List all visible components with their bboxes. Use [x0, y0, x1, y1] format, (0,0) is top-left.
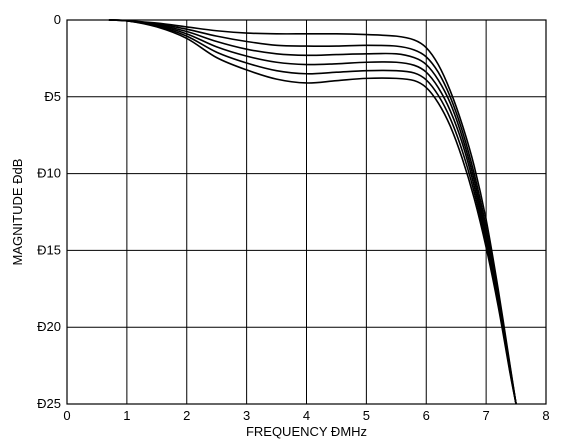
series-line-1 — [108, 19, 517, 405]
series-line-3 — [108, 19, 517, 405]
series-line-2 — [108, 19, 517, 405]
x-tick-label: 7 — [483, 408, 490, 423]
grid-lines — [66, 19, 547, 405]
x-tick-label: 8 — [542, 408, 549, 423]
series-line-6 — [108, 19, 517, 405]
y-tick-label: Ð5 — [44, 89, 61, 104]
x-tick-label: 2 — [183, 408, 190, 423]
y-tick-labels: 0 Ð5 Ð10 Ð15 Ð20 Ð25 — [37, 12, 61, 411]
series-line-4 — [108, 19, 517, 405]
x-tick-label: 3 — [243, 408, 250, 423]
plot-frame — [66, 19, 547, 405]
x-tick-label: 0 — [63, 408, 70, 423]
y-tick-label: Ð10 — [37, 166, 61, 181]
y-tick-label: Ð25 — [37, 396, 61, 411]
x-tick-labels: 0 1 2 3 4 5 6 7 8 — [63, 408, 549, 423]
y-axis-title: MAGNITUDE ÐdB — [10, 159, 25, 266]
series-group — [108, 19, 517, 405]
x-tick-label: 4 — [303, 408, 310, 423]
x-tick-label: 6 — [423, 408, 430, 423]
x-axis-title: FREQUENCY ÐMHz — [246, 424, 367, 439]
x-tick-label: 5 — [363, 408, 370, 423]
x-tick-label: 1 — [123, 408, 130, 423]
y-tick-label: Ð15 — [37, 242, 61, 257]
y-tick-label: Ð20 — [37, 319, 61, 334]
series-line-5 — [108, 19, 517, 405]
y-tick-label: 0 — [54, 12, 61, 27]
